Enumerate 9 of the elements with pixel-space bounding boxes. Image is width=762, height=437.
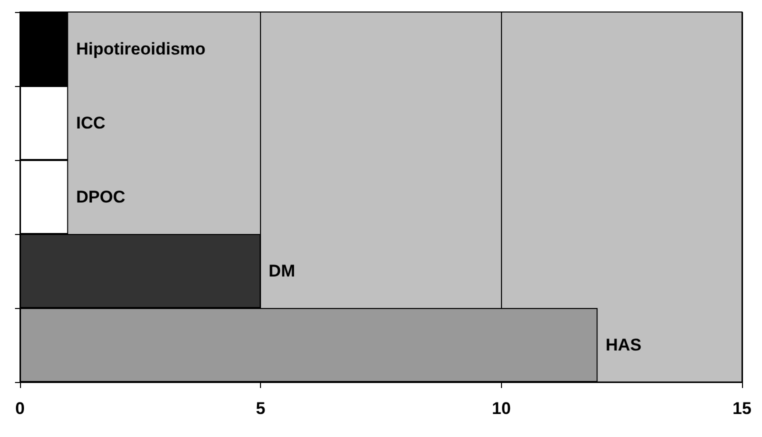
y-tick-label: DPOC bbox=[76, 188, 126, 206]
y-tick-label: DM bbox=[268, 262, 296, 280]
x-tick-label: 15 bbox=[732, 399, 752, 418]
y-tick-label: Hipotireoidismo bbox=[76, 40, 206, 58]
y-tick-label: HAS bbox=[606, 336, 642, 354]
x-tick-label: 0 bbox=[15, 399, 25, 418]
x-tick-label: 5 bbox=[256, 399, 266, 418]
x-tick-label: 10 bbox=[492, 399, 511, 418]
y-tick-label: ICC bbox=[76, 114, 106, 132]
